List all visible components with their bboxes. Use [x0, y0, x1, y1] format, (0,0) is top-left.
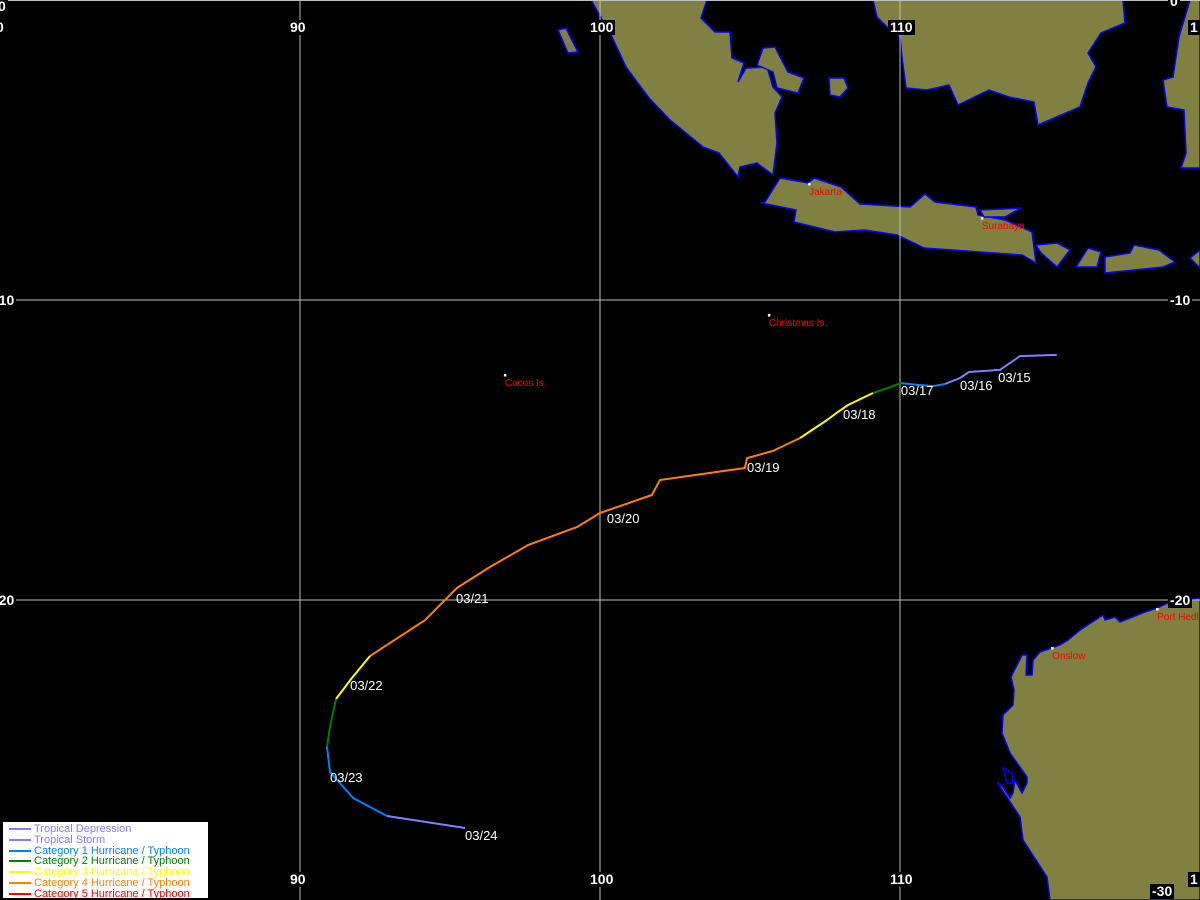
legend-item: Tropical Depression: [3, 823, 208, 835]
track-segment-6: [326, 698, 337, 748]
track-segment-8: [386, 815, 466, 829]
track-segment-7: [326, 746, 388, 817]
lon-label-top-120: 1: [1188, 19, 1200, 35]
legend-swatch: [9, 871, 31, 874]
legend-swatch: [9, 838, 31, 841]
legend-item: Category 5 Hurricane / Typhoon: [3, 887, 208, 898]
track-segment-2: [872, 382, 902, 394]
track-segment-4: [369, 437, 801, 657]
land-flores: [1188, 249, 1200, 270]
lon-label-bottom-90: 90: [288, 871, 308, 887]
date-label: 03/18: [843, 407, 876, 422]
lat-label-right-20: -20: [1168, 592, 1193, 608]
legend: Tropical Depression Tropical Storm Categor…: [3, 822, 208, 898]
city-dot: [767, 314, 771, 317]
legend-item: Category 2 Hurricane / Typhoon: [3, 855, 208, 868]
city-label: Port Hedl: [1157, 612, 1199, 623]
land-sulawesi: [1162, 0, 1200, 169]
date-label: 03/17: [901, 383, 934, 398]
city-label: Cocos Is.: [505, 378, 547, 389]
date-label: 03/16: [960, 378, 993, 393]
date-label: 03/20: [607, 511, 640, 526]
legend-label: Tropical Depression: [34, 823, 132, 835]
city-dot: [1156, 608, 1159, 611]
lon-label-top-110: 110: [888, 19, 915, 35]
land-island-bangka: [756, 46, 805, 94]
land-lombok: [1074, 247, 1102, 268]
legend-swatch: [9, 881, 31, 884]
legend-label: Category 1 Hurricane / Typhoon: [34, 844, 190, 857]
date-label: 03/15: [998, 370, 1031, 385]
storm-track: [326, 353, 1057, 829]
lon-label-top-90: 90: [288, 19, 308, 35]
legend-label: Tropical Storm: [34, 833, 106, 846]
track-segment-5: [335, 655, 371, 700]
legend-swatch: [9, 828, 31, 830]
lon-label-top-80: 0: [0, 20, 6, 35]
city-label: Onslow: [1052, 651, 1086, 662]
city-label: Jakarta: [809, 187, 842, 198]
legend-swatch: [9, 892, 31, 895]
land-sumatra: [590, 0, 783, 179]
city-dot: [1051, 647, 1054, 650]
legend-item: Tropical Storm: [3, 833, 208, 846]
city-dot: [503, 374, 507, 377]
land-island-belitung: [828, 77, 849, 98]
legend-label: Category 2 Hurricane / Typhoon: [34, 855, 190, 868]
date-label: 03/19: [747, 460, 780, 475]
city-label: Christmas Is.: [769, 318, 827, 329]
land-borneo: [872, 0, 1126, 127]
date-label: 03/21: [456, 591, 489, 606]
lat-label-left-10: -10: [0, 293, 17, 308]
city-markers: Jakarta Surabaya Christmas Is. Cocos Is. Ons…: [503, 182, 1199, 662]
land-island-small-west: [556, 27, 580, 54]
lon-label-bottom-110: 110: [888, 871, 915, 887]
date-label: 03/24: [465, 828, 498, 843]
lon-label-bottom-120: 1: [1188, 871, 1200, 887]
land-madura: [978, 207, 1022, 218]
legend-label: Category 4 Hurricane / Typhoon: [34, 876, 190, 889]
land-sumbawa: [1104, 244, 1177, 274]
shark-bay-water: [1001, 766, 1014, 784]
legend-label: Category 3 Hurricane / Typhoon: [34, 866, 190, 879]
lat-label-top-left: 0: [0, 0, 8, 14]
legend-label: Category 5 Hurricane / Typhoon: [34, 887, 190, 898]
date-label: 03/23: [330, 770, 363, 785]
landmasses: [556, 0, 1200, 900]
track-segment-3: [799, 392, 874, 439]
city-label: Surabaya: [982, 221, 1025, 232]
land-australia: [996, 597, 1200, 900]
legend-swatch: [9, 849, 31, 852]
track-segment-1: [900, 382, 946, 388]
lat-label-top-right: 0: [1168, 0, 1180, 9]
lat-label-left-20: -20: [0, 593, 17, 608]
lat-label-bottom-right: -30: [1150, 883, 1175, 899]
lon-label-top-100: 100: [588, 19, 616, 35]
legend-item: Category 4 Hurricane / Typhoon: [3, 876, 208, 889]
legend-item: Category 3 Hurricane / Typhoon: [3, 866, 208, 879]
land-bali: [1034, 242, 1072, 269]
lon-label-bottom-100: 100: [588, 871, 616, 887]
legend-swatch: [9, 860, 31, 863]
land-java: [760, 177, 1037, 265]
date-label: 03/22: [350, 678, 383, 693]
lat-label-right-10: -10: [1168, 292, 1193, 308]
track-segment-0: [944, 353, 1057, 385]
city-dot: [808, 182, 811, 186]
date-labels: 03/15 03/16 03/17 03/18 03/19 03/20 03/21 03/22…: [330, 370, 1031, 843]
legend-item: Category 1 Hurricane / Typhoon: [3, 844, 208, 857]
city-dot: [980, 217, 984, 220]
